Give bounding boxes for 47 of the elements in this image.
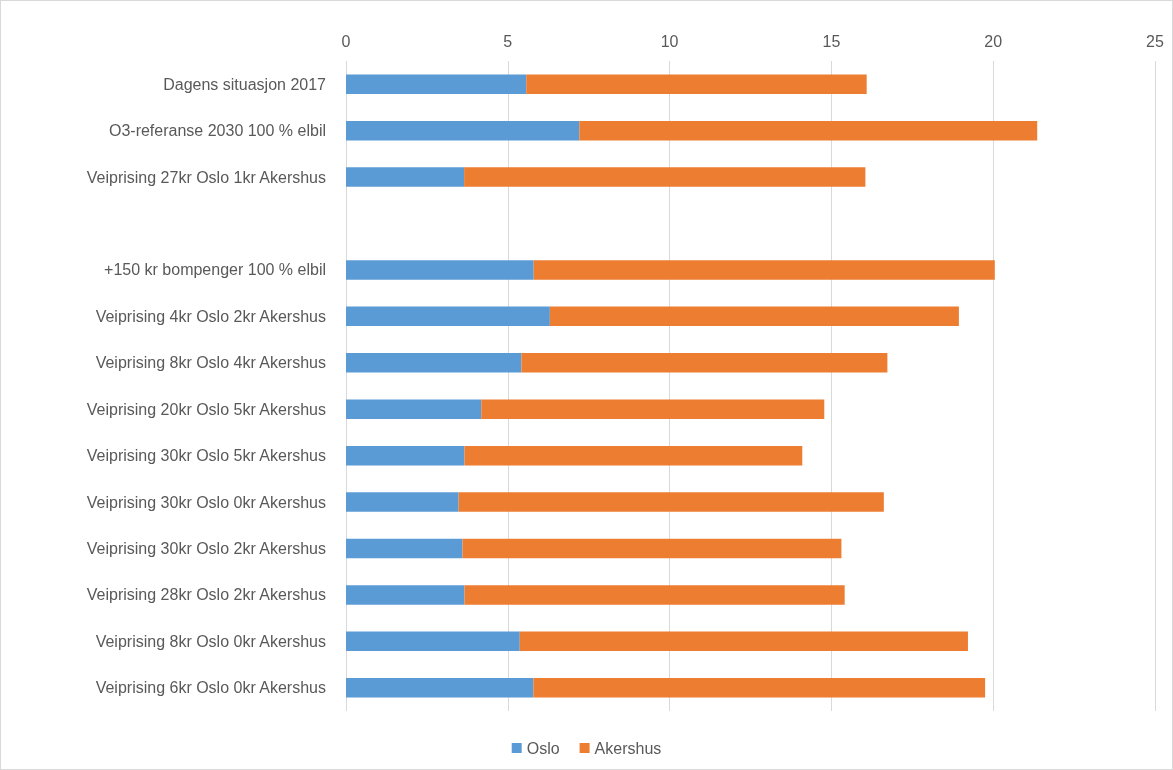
bar xyxy=(464,167,866,187)
bar xyxy=(579,120,1038,141)
bar xyxy=(521,353,888,373)
x-tick-label: 0 xyxy=(341,32,351,50)
bar xyxy=(464,585,845,605)
y-tick-label: Veiprising 8kr Oslo 0kr Akershus xyxy=(95,632,326,650)
bar xyxy=(464,445,803,466)
bar xyxy=(462,538,842,559)
bar xyxy=(346,353,522,373)
bar xyxy=(346,306,550,327)
y-tick-label: Veiprising 30kr Oslo 0kr Akershus xyxy=(86,493,326,511)
x-tick-label: 25 xyxy=(1146,32,1164,50)
bar xyxy=(346,631,520,652)
bar xyxy=(346,492,459,512)
bar xyxy=(346,538,463,559)
y-tick-label: Veiprising 8kr Oslo 4kr Akershus xyxy=(95,354,326,372)
y-tick-label: Veiprising 6kr Oslo 0kr Akershus xyxy=(95,679,326,697)
bar xyxy=(526,74,867,94)
x-tick-label: 5 xyxy=(503,32,513,50)
bar xyxy=(346,678,534,698)
x-tick-label: 20 xyxy=(984,32,1003,50)
bar xyxy=(519,631,968,652)
y-tick-label: Veiprising 30kr Oslo 2kr Akershus xyxy=(86,540,326,557)
legend-label: Akershus xyxy=(594,739,662,757)
bar xyxy=(346,585,465,605)
y-tick-label: Veiprising 30kr Oslo 5kr Akershus xyxy=(86,447,326,465)
y-tick-label: Veiprising 27kr Oslo 1kr Akershus xyxy=(86,168,326,186)
bar xyxy=(533,678,986,698)
bar xyxy=(346,74,527,94)
bar xyxy=(346,260,534,280)
y-tick-label: Veiprising 4kr Oslo 2kr Akershus xyxy=(95,307,326,325)
x-tick-label: 15 xyxy=(822,32,841,50)
y-tick-label: Veiprising 20kr Oslo 5kr Akershus xyxy=(86,400,326,418)
y-tick-label: +150 kr bompenger 100 % elbil xyxy=(104,261,326,279)
bar xyxy=(346,399,482,419)
y-tick-label: Dagens situasjon 2017 xyxy=(163,75,327,93)
bar xyxy=(533,260,995,280)
y-tick-label: Veiprising 28kr Oslo 2kr Akershus xyxy=(86,586,326,604)
bar xyxy=(458,492,884,512)
legend-label: Oslo xyxy=(526,739,560,757)
x-tick-label: 10 xyxy=(660,32,679,50)
bar xyxy=(346,445,465,466)
bar xyxy=(346,167,465,187)
y-tick-label: O3-referanse 2030 100 % elbil xyxy=(108,122,326,140)
bar xyxy=(481,399,825,419)
bar xyxy=(346,120,580,141)
bar xyxy=(549,306,959,327)
